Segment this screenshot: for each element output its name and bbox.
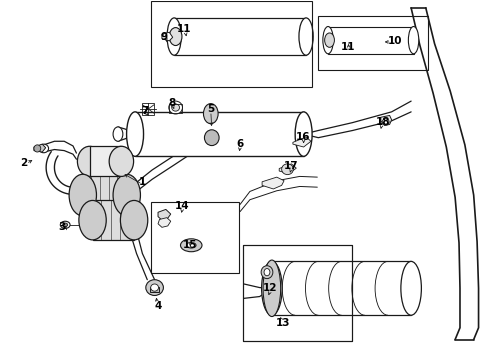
Ellipse shape xyxy=(408,27,419,54)
Ellipse shape xyxy=(151,284,159,291)
Ellipse shape xyxy=(299,18,313,55)
Text: 9: 9 xyxy=(161,32,168,41)
Ellipse shape xyxy=(146,280,163,296)
Polygon shape xyxy=(381,116,392,126)
Ellipse shape xyxy=(204,130,219,145)
Ellipse shape xyxy=(401,261,421,315)
Bar xyxy=(328,27,414,54)
Text: 16: 16 xyxy=(295,132,310,142)
Text: 18: 18 xyxy=(375,117,390,127)
Ellipse shape xyxy=(323,27,333,54)
Ellipse shape xyxy=(186,242,196,248)
Bar xyxy=(83,174,127,216)
Text: 11: 11 xyxy=(341,42,355,52)
Text: 6: 6 xyxy=(237,139,244,149)
Text: 8: 8 xyxy=(168,98,175,108)
Polygon shape xyxy=(262,177,284,189)
Ellipse shape xyxy=(34,145,41,152)
Bar xyxy=(90,146,122,176)
Bar xyxy=(272,261,411,315)
Ellipse shape xyxy=(382,119,389,125)
Bar xyxy=(93,201,134,240)
Text: 13: 13 xyxy=(276,318,291,328)
Text: 11: 11 xyxy=(177,24,191,35)
Text: 4: 4 xyxy=(154,301,162,311)
Ellipse shape xyxy=(264,269,270,276)
Bar xyxy=(151,202,239,273)
Polygon shape xyxy=(279,164,296,174)
Ellipse shape xyxy=(167,18,181,55)
Polygon shape xyxy=(34,144,46,152)
Polygon shape xyxy=(293,137,311,147)
Bar xyxy=(169,104,182,113)
Ellipse shape xyxy=(180,239,202,252)
Ellipse shape xyxy=(261,266,273,279)
Bar xyxy=(243,245,352,341)
Text: 1: 1 xyxy=(139,177,146,187)
Bar xyxy=(174,18,306,55)
Ellipse shape xyxy=(63,223,68,226)
Ellipse shape xyxy=(262,261,282,315)
Ellipse shape xyxy=(121,201,148,240)
Bar xyxy=(143,103,154,115)
Ellipse shape xyxy=(282,164,294,175)
Text: 2: 2 xyxy=(21,158,28,168)
Text: 17: 17 xyxy=(284,161,299,171)
Text: 12: 12 xyxy=(263,283,278,293)
Text: 3: 3 xyxy=(58,222,65,232)
Ellipse shape xyxy=(39,144,49,153)
Ellipse shape xyxy=(126,112,144,156)
Ellipse shape xyxy=(79,201,106,240)
Ellipse shape xyxy=(113,174,141,216)
Ellipse shape xyxy=(203,104,218,124)
Ellipse shape xyxy=(325,33,334,47)
Text: 5: 5 xyxy=(207,104,215,114)
Bar xyxy=(150,287,159,292)
Bar xyxy=(151,1,313,87)
Text: 7: 7 xyxy=(141,106,148,116)
Ellipse shape xyxy=(169,28,182,45)
Ellipse shape xyxy=(69,174,97,216)
Polygon shape xyxy=(162,32,172,41)
Bar xyxy=(318,16,428,69)
Ellipse shape xyxy=(109,146,134,176)
Text: 14: 14 xyxy=(175,201,190,211)
Polygon shape xyxy=(158,218,171,227)
Ellipse shape xyxy=(113,127,123,141)
Ellipse shape xyxy=(263,260,281,316)
Ellipse shape xyxy=(172,104,179,111)
Bar xyxy=(135,112,304,156)
Polygon shape xyxy=(158,210,171,220)
Ellipse shape xyxy=(169,101,182,114)
Ellipse shape xyxy=(295,112,312,156)
Ellipse shape xyxy=(60,221,70,228)
Ellipse shape xyxy=(77,146,102,176)
Text: 10: 10 xyxy=(388,36,403,46)
Text: 15: 15 xyxy=(183,239,197,249)
